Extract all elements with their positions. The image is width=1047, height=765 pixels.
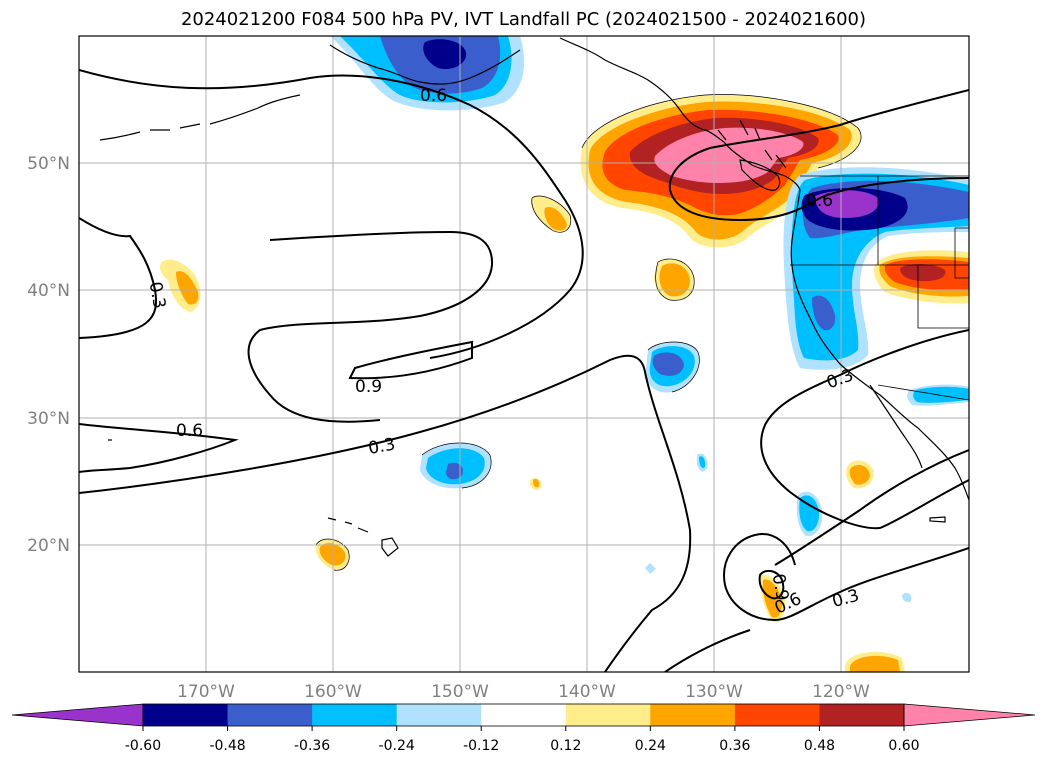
contour-label: 0.9 [355,377,382,397]
colorbar-segment [565,704,651,726]
longitude-labels: 170°W 160°W 150°W 140°W 130°W 120°W [177,682,870,702]
colorbar-tick-label: 0.48 [804,738,835,754]
map-frame [78,35,970,673]
colorbar-outline [142,703,905,727]
colorbar-tick-label: -0.36 [294,738,330,754]
colorbar-segment [481,704,567,726]
contour-label: 0.9 [768,572,792,602]
colorbar-segment [734,704,820,726]
coastlines [99,37,969,557]
colorbar-extend-min [11,703,144,727]
lon-label: 140°W [558,682,616,702]
lat-label: 50°N [27,154,70,174]
colorbar-tick-label: -0.48 [209,738,245,754]
boundaries [790,175,969,401]
colorbar-tick-label: 0.12 [550,738,581,754]
colorbar-tick-label: 0.36 [719,738,750,754]
colorbar-segment [227,704,313,726]
contour-label: 0.6 [806,191,833,211]
lon-label: 130°W [685,682,743,702]
colorbar-tick-label: 0.24 [635,738,666,754]
colorbar-segment [819,704,905,726]
colorbar-tick-label: -0.24 [379,738,415,754]
contour-label: 0.3 [367,435,397,459]
colorbar-segment [143,704,229,726]
contour-label: 0.6 [420,86,447,106]
colorbar-tick-label: -0.60 [125,738,161,754]
map-title: 2024021200 F084 500 hPa PV, IVT Landfall… [180,9,867,30]
lon-label: 170°W [177,682,235,702]
map-panel: 0.6 0.3 0.9 0.6 0.3 0.6 0.3 0.9 0.6 0.3 [78,35,970,673]
lat-label: 20°N [27,536,70,556]
colorbar-tick-label: 0.60 [888,738,919,754]
lon-label: 150°W [431,682,489,702]
colorbar-segment [312,704,398,726]
pc-contours [79,69,969,672]
colorbar-segment [650,704,736,726]
colorbar-segment [396,704,482,726]
lat-label: 30°N [27,409,70,429]
shading-outlines [315,94,862,571]
lat-label: 40°N [27,281,70,301]
lon-label: 160°W [304,682,362,702]
lon-label: 120°W [812,682,870,702]
graticule [79,36,969,672]
colorbar: -0.60 -0.48 -0.36 -0.24 -0.12 0.12 0.24 0.36 0.4… [11,703,1036,754]
colorbar-tick-label: -0.12 [463,738,499,754]
contour-label: 0.3 [145,280,169,310]
latitude-labels: 50°N 40°N 30°N 20°N [27,154,70,556]
contour-label: 0.6 [176,421,203,441]
colorbar-extend-max [903,703,1036,727]
